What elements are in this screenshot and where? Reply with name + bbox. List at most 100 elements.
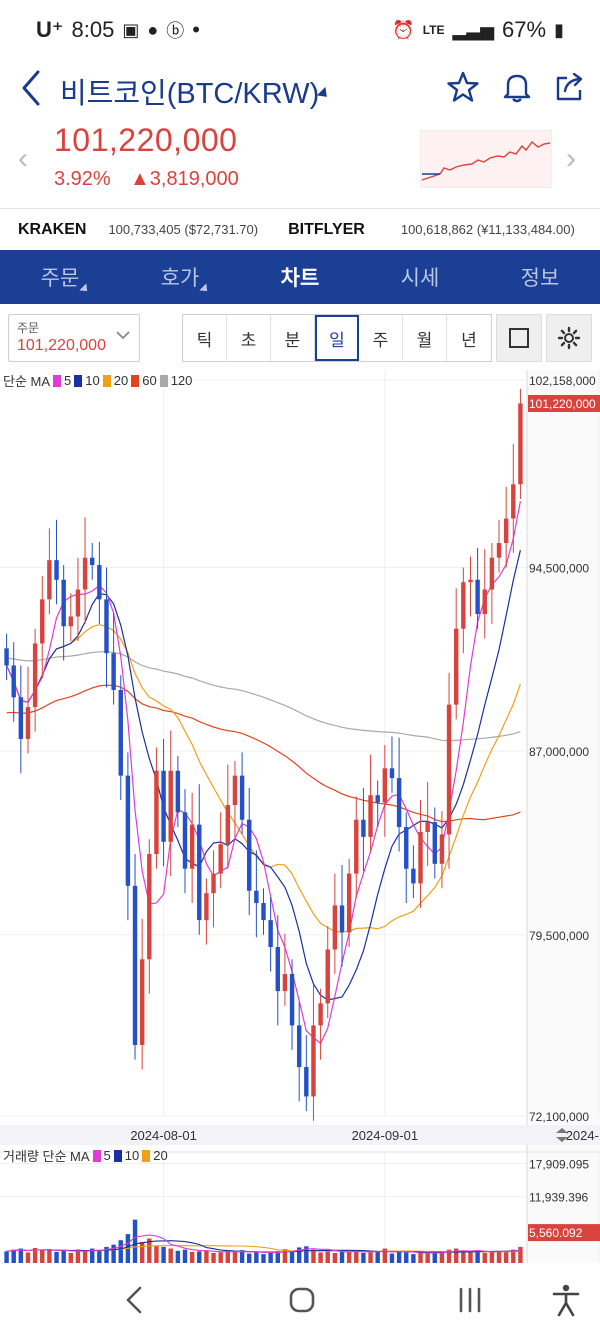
- volume-bar: [118, 1240, 123, 1263]
- star-icon[interactable]: [446, 70, 480, 104]
- vol-ma20-label: 20: [153, 1148, 168, 1163]
- volume-bar: [339, 1251, 345, 1263]
- volume-bar: [482, 1253, 487, 1263]
- price-chart-canvas[interactable]: 102,158,000 94,500,000 87,000,000 79,500,00…: [0, 370, 600, 1263]
- ma120-swatch: [159, 374, 168, 387]
- candle-body: [404, 827, 409, 869]
- tab-order[interactable]: 주문: [0, 250, 120, 304]
- period-month-button[interactable]: 월: [403, 315, 447, 361]
- volume-bar: [453, 1248, 459, 1263]
- volume-bar: [89, 1248, 95, 1263]
- nav-home-icon[interactable]: [282, 1283, 322, 1317]
- change-amount: ▲3,819,000: [130, 168, 239, 190]
- period-year-button[interactable]: 년: [447, 315, 491, 361]
- price-chart[interactable]: 102,158,000 94,500,000 87,000,000 79,500,00…: [0, 370, 600, 1263]
- volume-bar: [503, 1250, 509, 1263]
- share-icon[interactable]: [553, 70, 587, 104]
- volume-bar: [475, 1250, 480, 1263]
- volume-bar: [239, 1250, 245, 1263]
- ma60-line: [6, 684, 521, 823]
- candle-body: [40, 599, 45, 644]
- current-volume-tag-label: 5,560.092: [529, 1226, 583, 1240]
- tab-market[interactable]: 시세: [360, 250, 480, 304]
- candle-body: [396, 778, 402, 828]
- candle-body: [261, 902, 266, 921]
- candle-body: [453, 628, 459, 705]
- period-second-button[interactable]: 초: [227, 315, 271, 361]
- candle-body: [97, 565, 102, 600]
- next-coin-icon[interactable]: ›: [566, 142, 576, 175]
- tab-orderbook[interactable]: 호가: [120, 250, 240, 304]
- volume-bar: [404, 1252, 409, 1263]
- vol-ma5-swatch: [92, 1149, 101, 1162]
- tab-chart[interactable]: 차트: [240, 250, 360, 304]
- candle-body: [482, 589, 487, 615]
- candle-body: [218, 844, 223, 874]
- drawing-tool-button[interactable]: [496, 314, 542, 362]
- volume-bar: [25, 1252, 31, 1263]
- price-tick-label: 79,500,000: [529, 929, 589, 943]
- candle-body: [468, 579, 473, 583]
- candle-body: [311, 1025, 316, 1097]
- price-axis-background: [527, 370, 600, 1263]
- candle-body: [432, 822, 438, 864]
- volume-bar: [289, 1250, 295, 1263]
- candle-body: [239, 775, 245, 820]
- date-label: 2024-09-01: [352, 1128, 419, 1143]
- nav-recents-icon[interactable]: [450, 1283, 490, 1317]
- coin-title[interactable]: 비트코인(BTC/KRW): [60, 78, 320, 110]
- volume-bar: [411, 1254, 416, 1263]
- candle-body: [47, 560, 52, 600]
- tab-info-label: 정보: [520, 267, 560, 290]
- candle-body: [111, 653, 116, 690]
- order-select[interactable]: 주문 101,220,000: [8, 314, 140, 362]
- price-tick-label: 94,500,000: [529, 562, 589, 576]
- volume-bar: [32, 1248, 38, 1263]
- candle-body: [89, 557, 95, 566]
- period-day-button[interactable]: 일: [315, 315, 359, 361]
- volume-bar: [489, 1251, 495, 1263]
- period-minute-button[interactable]: 분: [271, 315, 315, 361]
- period-week-button[interactable]: 주: [359, 315, 403, 361]
- volume-bar: [275, 1251, 280, 1263]
- candle-body: [154, 770, 159, 854]
- candle-body: [232, 775, 238, 806]
- accessibility-icon[interactable]: [546, 1283, 586, 1317]
- exchange-value-kraken: 100,733,405 ($72,731.70): [108, 222, 259, 237]
- candle-body: [4, 648, 9, 666]
- bell-icon[interactable]: [500, 70, 534, 104]
- volume-bar: [68, 1253, 74, 1263]
- nav-back-icon[interactable]: [116, 1283, 156, 1317]
- volume-bar: [204, 1250, 209, 1263]
- volume-bar: [147, 1238, 152, 1263]
- period-tick-button[interactable]: 틱: [183, 315, 227, 361]
- square-icon: [509, 328, 529, 348]
- volume-bar: [139, 1241, 145, 1263]
- volume-tick-label: 17,909.095: [529, 1158, 589, 1172]
- candle-body: [318, 1003, 323, 1026]
- volume-bar: [382, 1248, 388, 1263]
- back-arrow-icon[interactable]: [18, 68, 46, 108]
- candle-body: [225, 805, 231, 845]
- clock: 8:05: [71, 17, 115, 42]
- volume-bar: [47, 1249, 52, 1263]
- candle-body: [268, 920, 273, 948]
- volume-bar: [361, 1253, 366, 1263]
- volume-bar: [132, 1219, 138, 1263]
- candle-body: [61, 579, 66, 627]
- volume-bar: [354, 1250, 359, 1263]
- vol-ma5-label: 5: [103, 1148, 111, 1163]
- candle-body: [132, 885, 138, 1045]
- ma5-label: 5: [64, 373, 72, 388]
- tab-order-label: 주문: [40, 267, 80, 290]
- candle-body: [361, 819, 366, 837]
- vol-ma10-label: 10: [124, 1148, 140, 1163]
- prev-coin-icon[interactable]: ‹: [18, 142, 28, 175]
- candle-body: [54, 560, 59, 580]
- candle-body: [211, 873, 216, 894]
- chart-settings-button[interactable]: [546, 314, 592, 362]
- volume-bar: [61, 1250, 66, 1263]
- band-icon: ⓑ: [166, 21, 185, 41]
- tab-info[interactable]: 정보: [480, 250, 600, 304]
- sparkline-chart: [420, 130, 552, 188]
